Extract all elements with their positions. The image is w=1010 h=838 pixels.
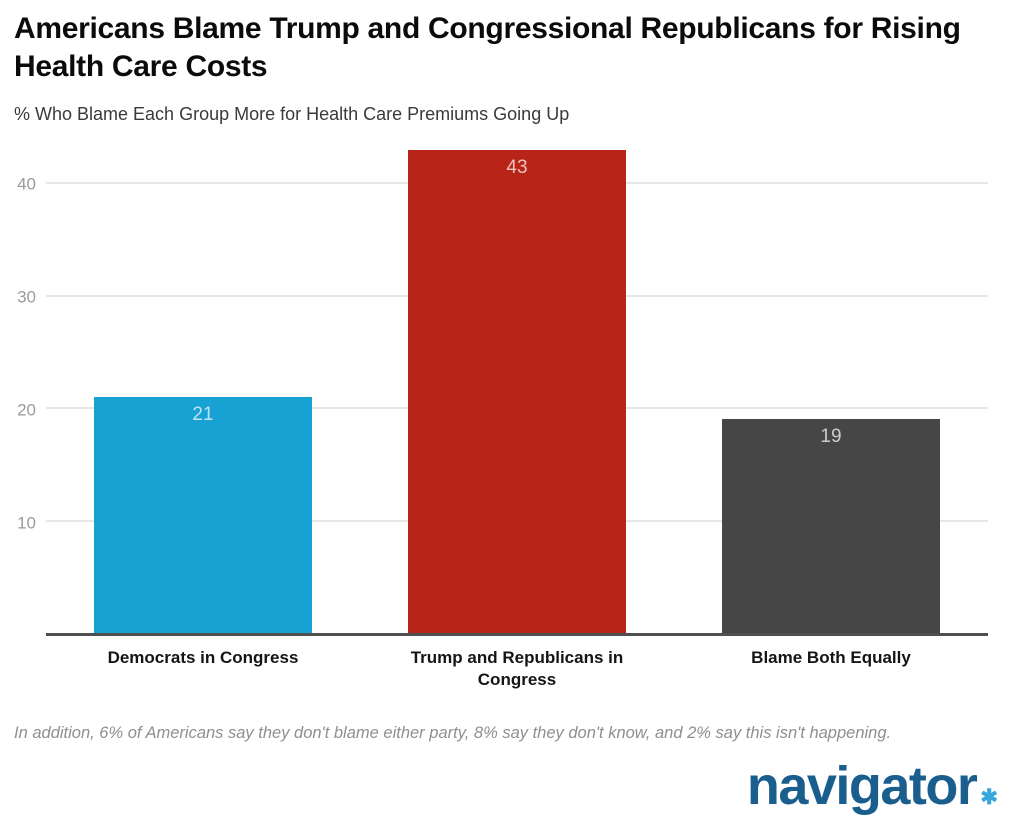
y-tick-label: 40 bbox=[17, 174, 36, 194]
footnote: In addition, 6% of Americans say they do… bbox=[14, 724, 892, 742]
bar-column: 21 bbox=[46, 144, 360, 633]
page-title: Americans Blame Trump and Congressional … bbox=[14, 12, 961, 83]
x-tick-label-text: Democrats in Congress bbox=[107, 648, 299, 667]
bar: 21 bbox=[94, 396, 312, 633]
bar-value-label: 21 bbox=[192, 403, 214, 425]
bar-value-label: 43 bbox=[506, 156, 528, 178]
page-root: Americans Blame Trump and Congressional … bbox=[0, 10, 1010, 838]
bar-value-label: 19 bbox=[820, 426, 842, 448]
bar: 43 bbox=[408, 149, 626, 633]
y-tick-label: 30 bbox=[17, 287, 36, 307]
logo-star-icon: ✱ bbox=[980, 786, 998, 809]
x-tick-label: Trump and Republicans in Congress bbox=[360, 647, 674, 691]
y-tick-label: 10 bbox=[17, 513, 36, 533]
x-tick-label: Blame Both Equally bbox=[674, 647, 988, 691]
x-tick-label: Democrats in Congress bbox=[46, 647, 360, 691]
x-axis-labels: Democrats in Congress Trump and Republica… bbox=[46, 636, 988, 691]
x-tick-label-text: Trump and Republicans in Congress bbox=[410, 648, 624, 689]
logo-text: navigator bbox=[746, 756, 978, 816]
chart-subtitle: % Who Blame Each Group More for Health C… bbox=[14, 104, 570, 124]
navigator-logo: navigator ✱ bbox=[747, 754, 998, 830]
bar-column: 43 bbox=[360, 144, 674, 633]
plot-area: 21 43 19 bbox=[46, 144, 988, 636]
x-tick-label-text: Blame Both Equally bbox=[751, 648, 911, 667]
bar-column: 19 bbox=[674, 144, 988, 633]
bar-chart: 21 43 19 10 20 30 40 bbox=[0, 144, 988, 636]
bar: 19 bbox=[722, 419, 940, 633]
y-tick-label: 20 bbox=[17, 400, 36, 420]
